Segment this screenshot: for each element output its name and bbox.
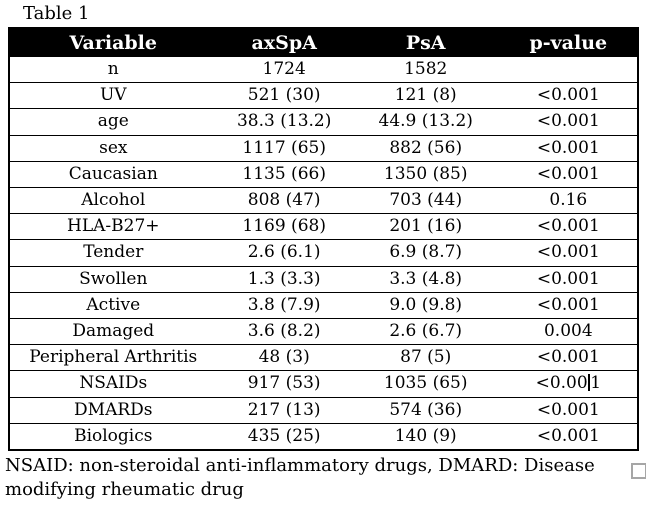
table-cell[interactable]: 2.6 (6.1)	[216, 239, 352, 267]
table-row: Alcohol 808 (47) 703 (44) 0.16	[9, 187, 638, 215]
table-cell[interactable]: Tender	[9, 239, 217, 267]
table-row: age 38.3 (13.2) 44.9 (13.2) <0.001	[9, 108, 638, 136]
table-cell[interactable]: <0.001	[536, 425, 600, 446]
table-cell[interactable]: 48 (3)	[216, 344, 352, 372]
table-row: Peripheral Arthritis 48 (3) 87 (5) <0.001	[9, 344, 638, 372]
table-row: Active 3.8 (7.9) 9.0 (9.8) <0.001	[9, 292, 638, 320]
table-cell[interactable]: 1117 (65)	[216, 135, 352, 162]
table-cell[interactable]: Caucasian	[9, 161, 217, 189]
table-cell[interactable]: 1582	[351, 57, 500, 84]
table-row: UV 521 (30) 121 (8) <0.001	[9, 82, 638, 110]
table-cell[interactable]: 6.9 (8.7)	[351, 239, 500, 267]
table-cell[interactable]: 435 (25)	[247, 425, 321, 446]
table-cell[interactable]: age	[9, 108, 217, 136]
table-caption[interactable]: Table 1	[23, 3, 90, 24]
table-cell[interactable]: 87 (5)	[351, 344, 500, 372]
table-cell[interactable]: 1.3 (3.3)	[216, 266, 352, 293]
table-cell[interactable]: 808 (47)	[216, 187, 352, 215]
table-cell[interactable]: 1135 (66)	[216, 161, 352, 189]
table-row: Caucasian 1135 (66) 1350 (85) <0.001	[9, 161, 638, 189]
table-cell[interactable]: <0.001	[499, 292, 638, 320]
table-cell[interactable]: UV	[9, 82, 217, 110]
table-cell[interactable]: Alcohol	[9, 187, 217, 215]
table-cell[interactable]: 917 (53)	[216, 370, 352, 398]
table-cell[interactable]: 44.9 (13.2)	[351, 108, 500, 136]
data-table: Variable axSpA PsA p-value n 1724 1582 UV 52…	[8, 27, 639, 452]
table-cell[interactable]: Swollen	[9, 266, 217, 293]
table-cell[interactable]: 1169 (68)	[216, 213, 352, 241]
table-cell[interactable]: 9.0 (9.8)	[351, 292, 500, 320]
table-cell[interactable]: 38.3 (13.2)	[216, 108, 352, 136]
table-cell[interactable]: <0.001	[499, 239, 638, 267]
table-cell[interactable]: NSAIDs	[9, 370, 217, 398]
table-cell[interactable]: <0.001	[499, 344, 638, 372]
table-cell[interactable]: 0.004	[499, 318, 638, 346]
table-cell[interactable]: <0.001	[499, 108, 638, 136]
table-cell[interactable]: 140 (9)	[394, 425, 457, 446]
table-cell[interactable]: 2.6 (6.7)	[351, 318, 500, 346]
table-cell[interactable]: Active	[9, 292, 217, 320]
table-cell[interactable]: Peripheral Arthritis	[9, 344, 217, 372]
table-cell[interactable]: 0.16	[499, 187, 638, 215]
table-row: HLA-B27+ 1169 (68) 201 (16) <0.001	[9, 213, 638, 241]
table-row: sex 1117 (65) 882 (56) <0.001	[9, 135, 638, 162]
column-header-psa[interactable]: PsA	[351, 28, 500, 57]
table-cell[interactable]: 1035 (65)	[351, 370, 500, 398]
table-row: Swollen 1.3 (3.3) 3.3 (4.8) <0.001	[9, 266, 638, 293]
table-row: Biologics 435 (25) 140 (9) <0.001	[9, 423, 638, 450]
table-cell[interactable]: Biologics	[74, 425, 153, 446]
table-cell[interactable]: HLA-B27+	[9, 213, 217, 241]
table-cell[interactable]: 882 (56)	[351, 135, 500, 162]
table-cell[interactable]: 521 (30)	[216, 82, 352, 110]
table-cell[interactable]: 574 (36)	[351, 397, 500, 424]
table-cell[interactable]: 1724	[216, 57, 352, 84]
table-cell[interactable]: 3.3 (4.8)	[351, 266, 500, 293]
table-cell[interactable]: 121 (8)	[351, 82, 500, 110]
table-row: NSAIDs 917 (53) 1035 (65) <0.00 1	[9, 370, 638, 398]
table-cell[interactable]: 3.6 (8.2)	[216, 318, 352, 346]
table-cell[interactable]: 201 (16)	[351, 213, 500, 241]
table-cell[interactable]: DMARDs	[9, 397, 217, 424]
table-cell[interactable]: <0.001	[499, 82, 638, 110]
table-cell[interactable]: Damaged	[9, 318, 217, 346]
table-cell[interactable]: n	[9, 57, 217, 84]
table-row: Tender 2.6 (6.1) 6.9 (8.7) <0.001	[9, 239, 638, 267]
table-cell[interactable]	[499, 57, 638, 84]
column-header-variable[interactable]: Variable	[9, 28, 217, 57]
table-cell[interactable]: <0.001	[499, 161, 638, 189]
table-cell[interactable]: sex	[9, 135, 217, 162]
cell-text-after-caret: 1	[590, 373, 602, 394]
table-cell[interactable]: 703 (44)	[351, 187, 500, 215]
table-row: Damaged 3.6 (8.2) 2.6 (6.7) 0.004	[9, 318, 638, 346]
table-footnote[interactable]: NSAID: non-steroidal anti-inflammatory d…	[5, 455, 595, 500]
column-header-axspa[interactable]: axSpA	[216, 28, 352, 57]
table-cell[interactable]: 1350 (85)	[351, 161, 500, 189]
table-body: n 1724 1582 UV 521 (30) 121 (8) <0.001 age 38.3 …	[9, 57, 638, 450]
table-cell[interactable]: <0.001	[499, 135, 638, 162]
table-header-row: Variable axSpA PsA p-value	[9, 28, 638, 57]
table-row: DMARDs 217 (13) 574 (36) <0.001	[9, 397, 638, 424]
table-cell[interactable]: 3.8 (7.9)	[216, 292, 352, 320]
text-caret	[588, 374, 590, 392]
column-header-pvalue[interactable]: p-value	[499, 28, 638, 57]
table-cell[interactable]: <0.001	[499, 397, 638, 424]
table-cell[interactable]: <0.001	[499, 213, 638, 241]
cell-text-before-caret: <0.00	[535, 373, 588, 394]
table-row: n 1724 1582	[9, 57, 638, 84]
table-cell[interactable]: <0.001	[499, 266, 638, 293]
table-resize-handle-icon[interactable]	[631, 463, 646, 479]
table-cell[interactable]: 217 (13)	[216, 397, 352, 424]
